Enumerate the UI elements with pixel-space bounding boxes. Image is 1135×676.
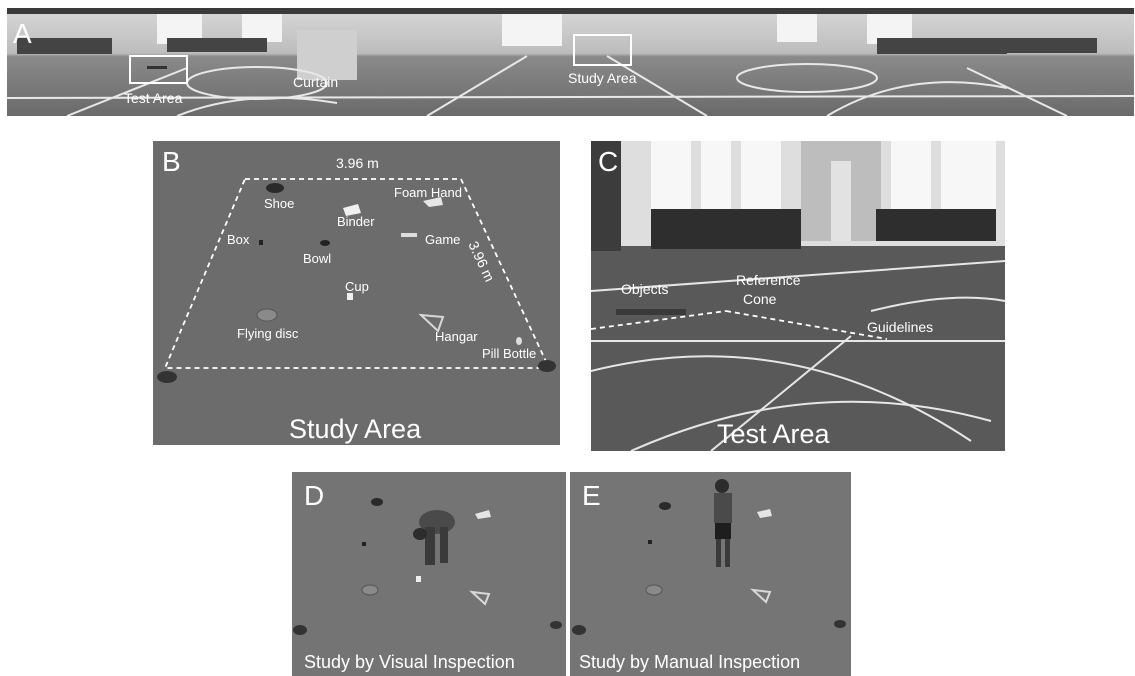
panel-d-visual-inspection: D Study by Visual Inspection — [292, 472, 566, 676]
panel-e-caption: Study by Manual Inspection — [579, 652, 801, 672]
pill-bottle-object — [516, 337, 522, 345]
guidelines-label: Guidelines — [867, 319, 934, 335]
visual-inspection-image — [292, 472, 566, 676]
panel-b-caption: Study Area — [289, 414, 422, 444]
binder-object — [343, 204, 361, 216]
pill-bottle-label: Pill Bottle — [482, 346, 537, 361]
dimension-top-label: 3.96 m — [336, 155, 379, 171]
panel-a-letter: A — [13, 18, 32, 49]
shoe-label: Shoe — [264, 196, 295, 211]
foam-hand-label: Foam Hand — [394, 185, 462, 200]
gym-panorama-image — [7, 8, 1134, 116]
panel-a-panorama: A Test Area Curtain Study Area — [7, 8, 1134, 116]
panel-b-study-area: B 3.96 m 3.96 m Shoe Foam Hand Binder Bo… — [153, 141, 560, 445]
shoe-object — [266, 183, 284, 193]
curtain-label: Curtain — [293, 74, 339, 90]
panel-d-letter: D — [304, 480, 325, 511]
game-label: Game — [425, 232, 461, 247]
panel-d-caption: Study by Visual Inspection — [304, 652, 515, 672]
bowl-object — [320, 240, 330, 246]
cup-label: Cup — [345, 279, 369, 294]
panel-c-caption: Test Area — [717, 419, 830, 449]
cup-object — [347, 293, 353, 300]
corner-cone-left — [157, 371, 177, 383]
cone-label: Cone — [743, 291, 777, 307]
test-area-label: Test Area — [124, 90, 183, 106]
flying-disc-label: Flying disc — [237, 326, 299, 341]
objects-label: Objects — [621, 281, 669, 297]
manual-inspection-image — [570, 472, 851, 676]
bowl-label: Bowl — [303, 251, 332, 266]
hangar-label: Hangar — [435, 329, 478, 344]
study-area-label: Study Area — [568, 70, 637, 86]
box-object — [259, 240, 263, 245]
panel-c-test-area: C Objects Reference Cone Guidelines Test… — [591, 141, 1005, 451]
flying-disc-object — [256, 308, 278, 322]
box-label: Box — [227, 232, 250, 247]
test-area-image — [591, 141, 1005, 451]
game-object — [401, 233, 417, 237]
reference-label: Reference — [736, 272, 801, 288]
corner-cone-right — [538, 360, 556, 372]
panel-c-letter: C — [598, 146, 619, 177]
hangar-object — [418, 313, 445, 333]
foam-hand-object — [423, 197, 443, 207]
panel-e-manual-inspection: E Study by Manual Inspection — [570, 472, 851, 676]
panel-b-letter: B — [162, 146, 181, 177]
panel-e-letter: E — [582, 480, 601, 511]
study-area-image — [153, 141, 560, 445]
binder-label: Binder — [337, 214, 375, 229]
